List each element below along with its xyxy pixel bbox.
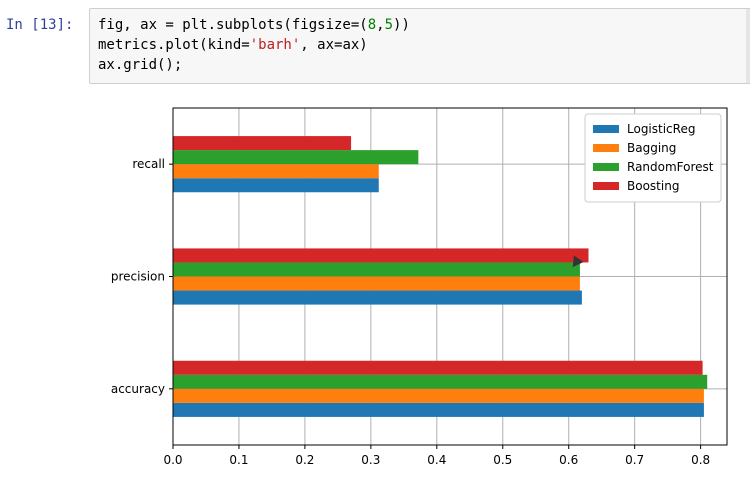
y-tick-label: accuracy <box>111 382 165 396</box>
legend-label: LogisticReg <box>627 122 695 136</box>
legend-swatch <box>593 144 619 152</box>
bar-precision-boosting <box>173 248 589 263</box>
bar-accuracy-boosting <box>173 360 703 375</box>
x-tick-label: 0.5 <box>493 453 512 467</box>
code-cell[interactable]: fig, ax = plt.subplots(figsize=(8,5)) me… <box>89 8 750 84</box>
code-line-2: metrics.plot(kind='barh', ax=ax) <box>98 37 368 53</box>
legend-label: RandomForest <box>627 160 714 174</box>
x-tick-label: 0.3 <box>361 453 380 467</box>
legend-label: Bagging <box>627 141 676 155</box>
bar-precision-bagging <box>173 276 580 291</box>
bar-chart: 0.0 0.1 0.2 0.3 0.4 0.5 0.6 0.7 0.8 accuracy preci… <box>111 107 728 467</box>
cell-prompt: In [13]: <box>6 17 74 33</box>
bar-recall-randomforest <box>173 150 419 165</box>
legend-label: Boosting <box>627 179 679 193</box>
legend-swatch <box>593 182 619 190</box>
x-tick-label: 0.7 <box>625 453 644 467</box>
bar-precision-logisticreg <box>173 290 582 305</box>
legend-swatch <box>593 163 619 171</box>
bar-recall-bagging <box>173 164 379 179</box>
code-line-3: ax.grid(); <box>98 57 183 73</box>
x-tick-label: 0.4 <box>427 453 446 467</box>
x-tick-label: 0.0 <box>163 453 182 467</box>
y-tick-label: recall <box>132 157 165 171</box>
bar-accuracy-randomforest <box>173 374 708 389</box>
bar-accuracy-logisticreg <box>173 402 704 417</box>
bar-accuracy-bagging <box>173 388 704 403</box>
bar-recall-logisticreg <box>173 178 379 193</box>
bar-precision-randomforest <box>173 262 580 277</box>
legend-swatch <box>593 125 619 133</box>
x-tick-label: 0.2 <box>295 453 314 467</box>
code-editor[interactable]: fig, ax = plt.subplots(figsize=(8,5)) me… <box>98 15 410 75</box>
legend <box>584 113 722 203</box>
y-tick-label: precision <box>111 270 165 284</box>
bar-recall-boosting <box>173 136 352 151</box>
x-tick-label: 0.8 <box>691 453 710 467</box>
code-line-1: fig, ax = plt.subplots(figsize=(8,5)) <box>98 17 410 33</box>
scrollbar[interactable] <box>746 9 750 83</box>
x-tick-label: 0.1 <box>229 453 248 467</box>
x-tick-label: 0.6 <box>559 453 578 467</box>
